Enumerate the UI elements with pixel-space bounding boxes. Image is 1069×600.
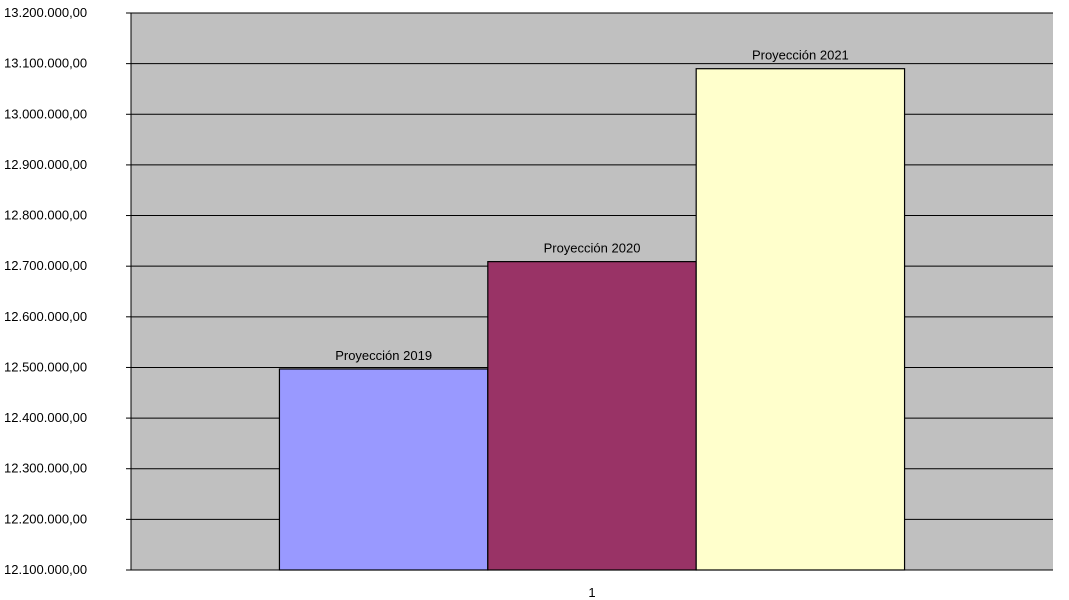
y-tick-label: 12.200.000,00 [4,511,87,526]
y-tick-label: 12.300.000,00 [4,461,87,476]
y-tick-label: 13.000.000,00 [4,106,87,121]
y-tick-label: 12.600.000,00 [4,309,87,324]
bar-data-label: Proyección 2021 [752,48,849,63]
y-tick-label: 12.900.000,00 [4,157,87,172]
y-tick-label: 12.400.000,00 [4,410,87,425]
y-tick-label: 12.100.000,00 [4,562,87,577]
y-axis-ticks: 12.100.000,00 12.200.000,00 12.300.000,00 1… [4,5,131,577]
y-tick-label: 13.100.000,00 [4,56,87,71]
bar [278,368,489,571]
bar [487,261,697,571]
x-axis-ticks: 1 [588,585,595,600]
x-tick-label: 1 [588,585,595,600]
bar-data-label: Proyección 2019 [335,348,432,363]
y-tick-label: 12.700.000,00 [4,258,87,273]
y-tick-label: 13.200.000,00 [4,5,87,20]
y-tick-label: 12.800.000,00 [4,208,87,223]
bar-labels: Proyección 2019 Proyección 2020 Proyección… [335,48,849,363]
bars [278,68,906,571]
bar-data-label: Proyección 2020 [544,241,641,256]
y-tick-label: 12.500.000,00 [4,359,87,374]
bar [695,68,906,571]
